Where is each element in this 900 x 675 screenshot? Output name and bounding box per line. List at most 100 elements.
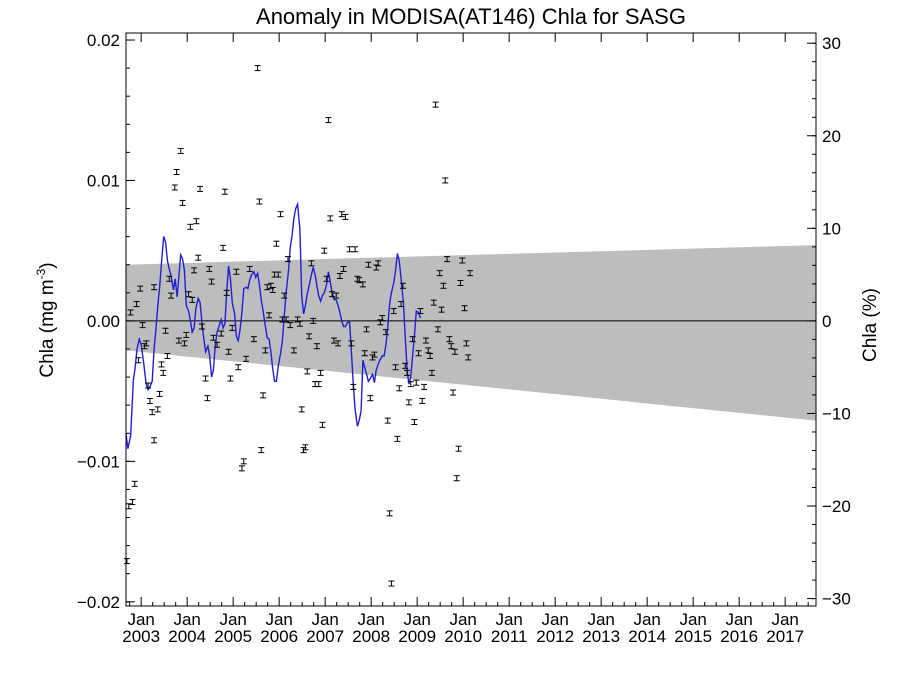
data-point (220, 244, 227, 251)
data-point (175, 337, 182, 344)
x-tick-label-month: Jan (449, 610, 476, 629)
x-tick-label-month: Jan (679, 610, 706, 629)
y-tick-label-right: 20 (822, 127, 841, 146)
data-point (164, 353, 171, 360)
data-point (434, 326, 441, 333)
data-point (191, 267, 198, 274)
y-axis-title-left-main: Chla (mg m (37, 279, 58, 377)
x-tick-label-month: Jan (311, 610, 338, 629)
data-point (438, 306, 445, 313)
chart-title: Anomaly in MODISA(AT146) Chla for SASG (256, 4, 686, 29)
data-point (146, 397, 153, 404)
data-point (168, 292, 175, 299)
data-point (425, 347, 432, 354)
y-tick-label-left: 0.00 (87, 312, 120, 331)
data-point (187, 223, 194, 230)
x-tick-label-year: 2008 (352, 627, 390, 646)
data-point (419, 397, 426, 404)
data-point (451, 348, 458, 355)
data-point (325, 117, 332, 124)
y-tick-label-right: −30 (822, 590, 851, 609)
x-tick-label-year: 2007 (306, 627, 344, 646)
data-point (240, 458, 247, 465)
x-tick-label-month: Jan (173, 610, 200, 629)
data-point (382, 329, 389, 336)
data-point (308, 260, 315, 267)
data-point (335, 340, 342, 347)
data-point (359, 281, 366, 288)
data-point (269, 287, 276, 294)
x-tick-label-year: 2014 (628, 627, 666, 646)
data-point (154, 406, 161, 413)
data-point (243, 355, 250, 362)
data-point (415, 350, 422, 357)
y-tick-label-left: −0.02 (77, 593, 120, 612)
data-point (290, 347, 297, 354)
data-point (342, 213, 349, 220)
data-point (198, 323, 205, 330)
x-tick-label-month: Jan (495, 610, 522, 629)
data-point (407, 381, 414, 388)
data-point (422, 337, 429, 344)
data-point (444, 256, 451, 263)
x-tick-label-year: 2009 (398, 627, 436, 646)
y-axis-title-left: Chla (mg m-3) (34, 262, 58, 377)
data-point (338, 211, 345, 218)
data-point (302, 444, 309, 451)
data-point (181, 340, 188, 347)
data-point (398, 301, 405, 308)
data-point (179, 199, 186, 206)
x-tick-label-year: 2016 (720, 627, 758, 646)
data-point (363, 326, 370, 333)
data-point (348, 340, 355, 347)
y-tick-label-right: 0 (822, 312, 831, 331)
data-point (258, 447, 265, 454)
data-point (250, 336, 257, 343)
data-point (356, 277, 363, 284)
x-tick-label-year: 2011 (491, 627, 528, 646)
y-axis-title-left-superscript: -3 (34, 268, 48, 279)
data-point (133, 301, 140, 308)
data-point (399, 282, 406, 289)
data-point (166, 275, 173, 282)
data-point (306, 333, 313, 340)
data-point (405, 399, 412, 406)
data-point (149, 409, 156, 416)
data-point (440, 282, 447, 289)
data-point (371, 351, 378, 358)
data-point (390, 308, 397, 315)
data-point (379, 315, 386, 322)
data-point (352, 246, 359, 253)
data-point (281, 292, 288, 299)
data-point (319, 421, 326, 428)
smoothed-series (125, 201, 422, 449)
data-point (461, 305, 468, 312)
data-point (346, 246, 353, 253)
data-point (233, 268, 240, 275)
data-point (197, 185, 204, 192)
data-point (223, 289, 230, 296)
data-point (453, 475, 460, 482)
data-point (206, 265, 213, 272)
data-point (227, 375, 234, 382)
data-point (427, 353, 434, 360)
data-point (256, 198, 263, 205)
y-tick-label-right: −20 (822, 497, 851, 516)
data-point (254, 65, 261, 72)
data-point (229, 324, 236, 331)
data-point (127, 309, 134, 316)
band-polygon (126, 245, 816, 421)
data-point (177, 147, 184, 154)
x-tick-label-year: 2012 (536, 627, 574, 646)
data-point (162, 327, 169, 334)
data-point (323, 275, 330, 282)
data-point (350, 383, 357, 390)
data-point (386, 510, 393, 517)
data-point (264, 284, 271, 291)
data-point (411, 419, 418, 426)
x-tick-label-year: 2017 (766, 627, 804, 646)
data-point (173, 169, 180, 176)
data-points (123, 65, 474, 587)
data-point (284, 256, 291, 263)
